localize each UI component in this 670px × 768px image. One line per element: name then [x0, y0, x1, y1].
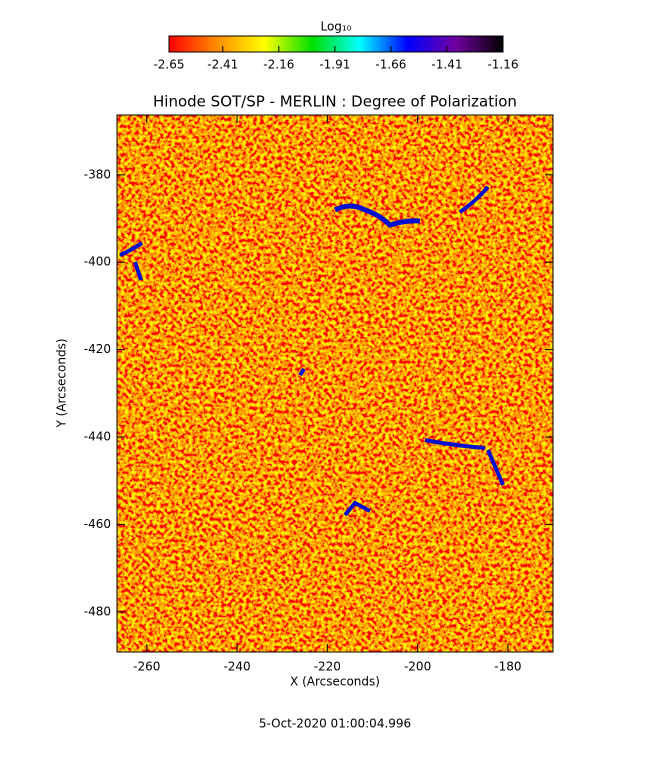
- y-tick-label: -420: [84, 342, 111, 356]
- y-tick-label: -400: [84, 255, 111, 269]
- colorbar-tick-label: -2.65: [153, 58, 184, 72]
- colorbar-tick-label: -1.41: [431, 58, 462, 72]
- colorbar: [168, 35, 504, 53]
- y-tick-label: -380: [84, 167, 111, 181]
- x-tick-label: -220: [314, 660, 341, 674]
- colorbar-tick-label: -2.16: [263, 58, 294, 72]
- colorbar-tick-label: -1.66: [375, 58, 406, 72]
- colorbar-tick-label: -1.16: [487, 58, 518, 72]
- footer: 5-Oct-2020 01:00:04.996: [259, 717, 411, 731]
- strong-polarization-patches: [119, 185, 505, 517]
- x-axis-label: X (Arcseconds): [290, 675, 380, 689]
- x-tick-label: -260: [133, 660, 160, 674]
- chart-title: Hinode SOT/SP - MERLIN : Degree of Polar…: [153, 93, 517, 111]
- y-tick-label: -460: [84, 517, 111, 531]
- colorbar-label: Log₁₀: [320, 20, 351, 34]
- colorbar-tick-label: -1.91: [319, 58, 350, 72]
- polarization-map: [117, 115, 553, 652]
- y-tick-label: -440: [84, 430, 111, 444]
- y-axis-label: Y (Arcseconds): [55, 338, 69, 428]
- plot-frame: [116, 114, 554, 653]
- x-tick-label: -240: [223, 660, 250, 674]
- y-tick-label: -480: [84, 604, 111, 618]
- x-tick-label: -180: [494, 660, 521, 674]
- colorbar-tick-label: -2.41: [207, 58, 238, 72]
- x-tick-label: -200: [404, 660, 431, 674]
